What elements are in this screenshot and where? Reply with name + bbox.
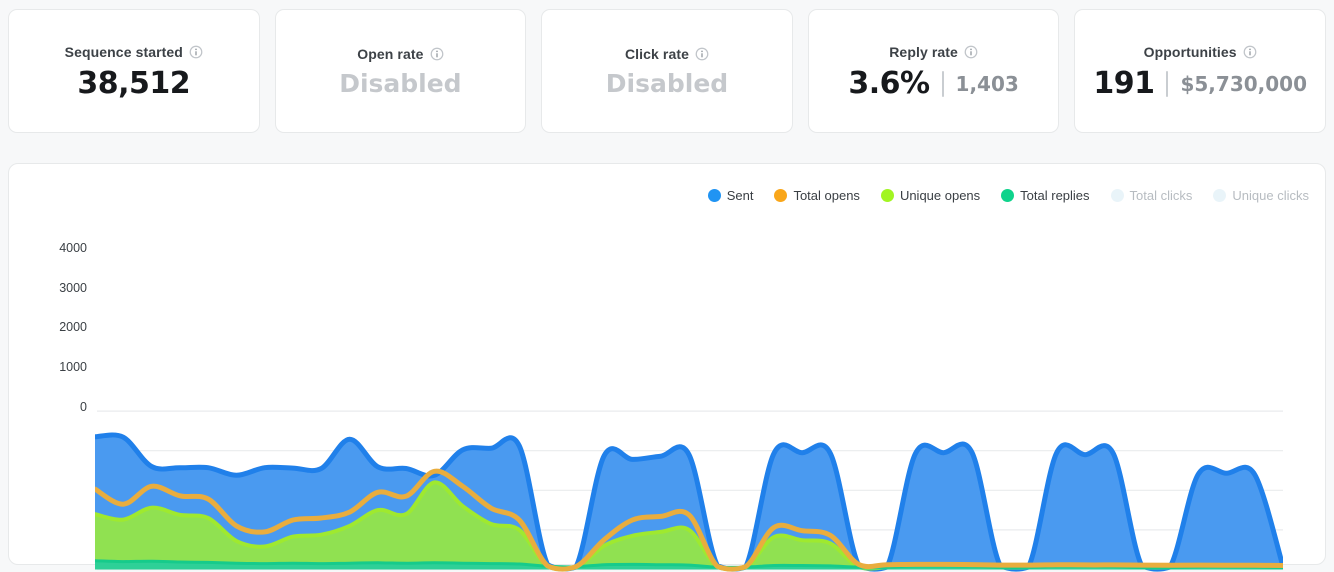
stat-secondary-value: 1,403 xyxy=(955,71,1019,96)
analytics-dashboard: { "stats": { "cards": [ { "label": "Sequ… xyxy=(8,9,1326,572)
stat-label: Sequence started xyxy=(64,43,183,60)
stat-label-row: Sequence started xyxy=(65,44,203,60)
legend-dot-icon xyxy=(774,189,788,202)
stat-label-row: Opportunities xyxy=(1144,44,1257,60)
stat-value-row: 3.6% 1,403 xyxy=(848,65,1019,101)
y-axis-tick: 1000 xyxy=(59,359,87,374)
legend-label: Total opens xyxy=(793,188,860,203)
legend-item-unique-opens[interactable]: Unique opens xyxy=(880,188,981,203)
stat-card-sequence-started: Sequence started 38,512 xyxy=(8,9,260,133)
legend-item-unique-clicks[interactable]: Unique clicks xyxy=(1213,188,1309,203)
stat-card-opportunities: Opportunities 191 $5,730,000 xyxy=(1074,9,1326,133)
info-icon[interactable] xyxy=(430,47,444,61)
legend-dot-icon xyxy=(1001,189,1015,202)
stat-value: 3.6% xyxy=(848,65,930,101)
stat-label-row: Click rate xyxy=(625,46,709,62)
legend-item-total-replies[interactable]: Total replies xyxy=(1001,188,1090,203)
info-icon[interactable] xyxy=(1243,45,1257,59)
y-axis-tick: 4000 xyxy=(59,241,87,256)
stat-label-row: Open rate xyxy=(357,46,443,62)
legend-label: Total replies xyxy=(1020,188,1090,203)
campaign-analytics-chart-card: Sent Total opens Unique opens Total replies… xyxy=(8,163,1326,572)
legend-dot-icon xyxy=(1213,189,1227,202)
stat-card-click-rate: Click rate Disabled xyxy=(541,9,793,133)
info-icon[interactable] xyxy=(695,47,709,61)
y-axis-tick: 0 xyxy=(80,399,87,414)
legend-dot-icon xyxy=(880,189,894,202)
legend-label: Unique clicks xyxy=(1232,188,1309,203)
stat-value: 38,512 xyxy=(77,65,191,101)
stat-label: Open rate xyxy=(357,46,424,62)
legend-item-sent[interactable]: Sent xyxy=(707,188,754,203)
stat-value: Disabled xyxy=(339,69,462,98)
legend-label: Total clicks xyxy=(1129,188,1193,203)
legend-item-total-opens[interactable]: Total opens xyxy=(774,188,860,203)
stat-label-row: Reply rate xyxy=(889,44,978,60)
legend-item-total-clicks[interactable]: Total clicks xyxy=(1110,188,1193,203)
stat-value-row: 191 $5,730,000 xyxy=(1093,65,1307,101)
legend-label: Unique opens xyxy=(899,188,981,203)
stat-divider xyxy=(941,70,944,97)
legend-dot-icon xyxy=(707,189,721,202)
area-chart-plot xyxy=(95,410,1283,572)
chart-legend: Sent Total opens Unique opens Total replies… xyxy=(707,188,1309,203)
legend-dot-icon xyxy=(1110,189,1124,202)
stat-label: Opportunities xyxy=(1143,43,1237,60)
stat-label: Reply rate xyxy=(889,43,958,60)
stat-label: Click rate xyxy=(624,46,689,62)
info-icon[interactable] xyxy=(189,45,203,59)
stat-divider xyxy=(1166,70,1169,97)
stat-value: Disabled xyxy=(605,69,729,98)
stat-secondary-value: $5,730,000 xyxy=(1180,71,1307,96)
legend-label: Sent xyxy=(726,188,754,203)
y-axis-tick: 2000 xyxy=(59,320,87,335)
stat-value-row: Disabled xyxy=(339,71,461,96)
info-icon[interactable] xyxy=(964,45,978,59)
stat-card-reply-rate: Reply rate 3.6% 1,403 xyxy=(807,9,1060,133)
stat-value: 191 xyxy=(1093,65,1155,101)
stats-row: Sequence started 38,512 Open rate Disabled C… xyxy=(8,9,1326,133)
y-axis-tick: 3000 xyxy=(59,280,87,295)
stat-value-row: 38,512 xyxy=(77,65,191,101)
stat-value-row: Disabled xyxy=(606,71,728,96)
stat-card-open-rate: Open rate Disabled xyxy=(274,9,527,133)
